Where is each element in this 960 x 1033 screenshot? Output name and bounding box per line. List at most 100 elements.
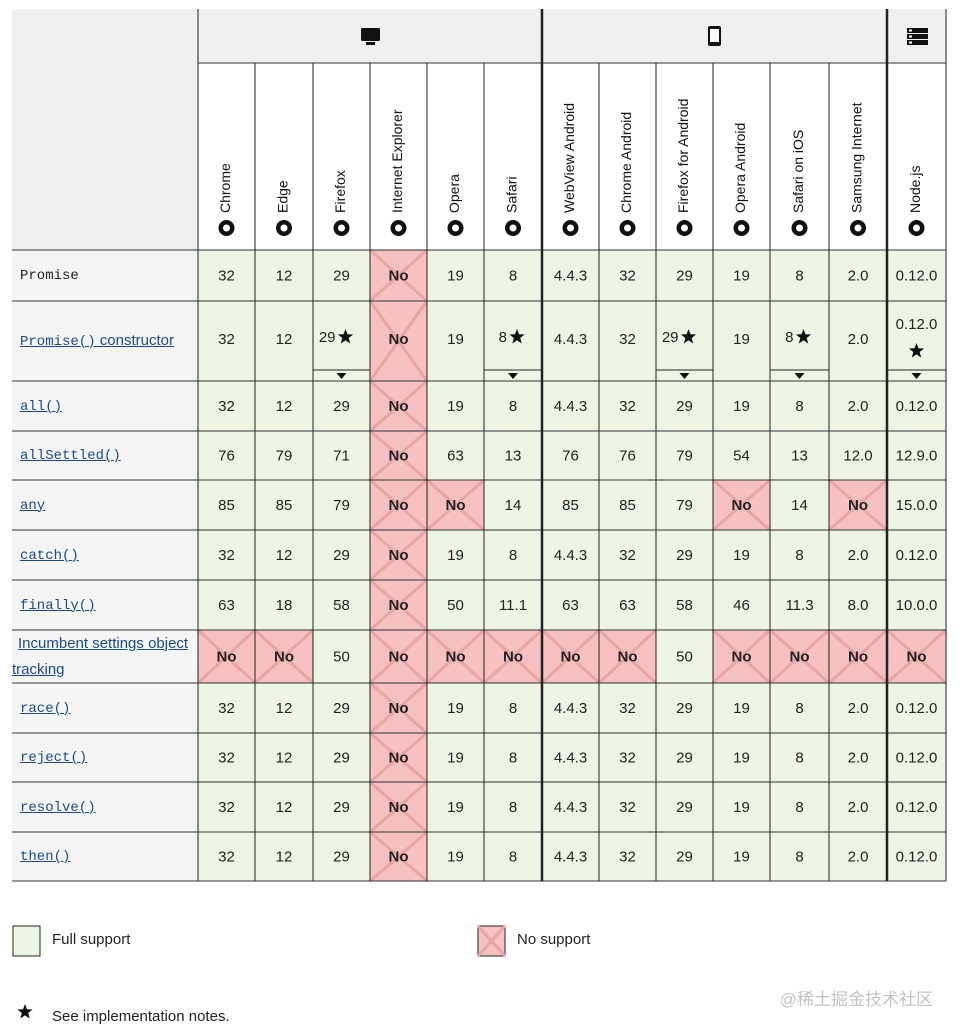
cell-value: 29 bbox=[333, 848, 350, 865]
cell bbox=[542, 782, 599, 832]
cell-value: 29 bbox=[333, 267, 350, 284]
cell-value: No bbox=[389, 597, 409, 614]
legend-full: Full support bbox=[52, 931, 131, 948]
cell bbox=[829, 530, 887, 580]
browser-icon-inner bbox=[395, 224, 402, 232]
cell-value: 58 bbox=[333, 597, 350, 614]
cell bbox=[427, 250, 484, 301]
cell-value: 10.0.0 bbox=[896, 597, 938, 614]
cell bbox=[313, 381, 370, 431]
watermark: @稀土掘金技术社区 bbox=[779, 990, 933, 1009]
browser-icon-inner bbox=[338, 224, 345, 232]
cell-value: No bbox=[848, 497, 868, 514]
cell bbox=[484, 580, 542, 630]
cell-value: 29 bbox=[333, 749, 350, 766]
cell bbox=[599, 381, 656, 431]
cell-value: 76 bbox=[619, 447, 636, 464]
feature-bg bbox=[12, 733, 198, 782]
feature-name-text: finally() bbox=[20, 592, 96, 619]
note-star bbox=[908, 343, 925, 358]
cell bbox=[713, 782, 770, 832]
column-name: Node.js bbox=[907, 166, 923, 213]
cell bbox=[599, 431, 656, 480]
feature-name: reject() bbox=[12, 733, 200, 782]
cell-value: 8 bbox=[795, 749, 803, 766]
feature-name: race() bbox=[12, 683, 200, 733]
cell-value: 32 bbox=[218, 547, 235, 564]
cell-value: 85 bbox=[562, 497, 579, 514]
cell-value: 19 bbox=[733, 749, 750, 766]
icon-part bbox=[366, 42, 375, 45]
cell bbox=[829, 782, 887, 832]
cell-value: 4.4.3 bbox=[554, 267, 587, 284]
cell bbox=[484, 832, 542, 881]
cell-value: 58 bbox=[676, 597, 693, 614]
cell bbox=[427, 301, 484, 381]
cell-value: 4.4.3 bbox=[554, 799, 587, 816]
cell bbox=[198, 381, 255, 431]
cell-value: 8 bbox=[795, 267, 803, 284]
feature-name-part: any bbox=[20, 497, 46, 514]
cell bbox=[255, 580, 313, 630]
cell bbox=[542, 250, 599, 301]
cell bbox=[656, 480, 713, 530]
note-star bbox=[337, 329, 354, 344]
legend-swatch-full bbox=[12, 925, 41, 957]
cell bbox=[313, 250, 370, 301]
cell-value: 32 bbox=[619, 331, 636, 348]
cell bbox=[770, 683, 829, 733]
cell bbox=[255, 733, 313, 782]
feature-name: resolve() bbox=[12, 782, 200, 832]
cell-value: No bbox=[389, 497, 409, 514]
cell bbox=[542, 683, 599, 733]
feature-bg bbox=[12, 630, 198, 683]
cell bbox=[313, 782, 370, 832]
cell-value: 50 bbox=[333, 648, 350, 665]
cell-value: 32 bbox=[619, 547, 636, 564]
cell-value: 29 bbox=[676, 848, 693, 865]
cell bbox=[198, 782, 255, 832]
cell-value: 19 bbox=[447, 799, 464, 816]
cell-cross bbox=[369, 780, 428, 834]
cell-value: 12.9.0 bbox=[896, 447, 938, 464]
cell bbox=[656, 832, 713, 881]
cell-value: No bbox=[389, 331, 409, 348]
cell-value: 8 bbox=[785, 329, 793, 346]
cell-value: 32 bbox=[619, 749, 636, 766]
cell-value: 19 bbox=[447, 547, 464, 564]
cell bbox=[542, 431, 599, 480]
cell-value: 8 bbox=[509, 700, 517, 717]
cell-value: 0.12.0 bbox=[896, 749, 938, 766]
cell bbox=[713, 683, 770, 733]
cell bbox=[542, 832, 599, 881]
cell-value: 19 bbox=[447, 331, 464, 348]
feature-name: Incumbent settings object tracking bbox=[12, 630, 192, 683]
cell bbox=[313, 530, 370, 580]
cell-value: 12 bbox=[276, 398, 293, 415]
cell-value: 32 bbox=[619, 398, 636, 415]
cell bbox=[198, 733, 255, 782]
cell bbox=[255, 480, 313, 530]
cell bbox=[542, 580, 599, 630]
cell bbox=[198, 480, 255, 530]
cell-value: 50 bbox=[447, 597, 464, 614]
icon-part bbox=[907, 34, 928, 39]
cell-value: 32 bbox=[218, 398, 235, 415]
cell bbox=[713, 381, 770, 431]
cell bbox=[829, 832, 887, 881]
browser-icon-inner bbox=[223, 224, 230, 232]
cell-value: 4.4.3 bbox=[554, 398, 587, 415]
cell-value: 29 bbox=[333, 398, 350, 415]
cell bbox=[656, 630, 713, 683]
cell bbox=[713, 250, 770, 301]
cell-value: 29 bbox=[676, 749, 693, 766]
cell bbox=[542, 480, 599, 530]
cell bbox=[484, 431, 542, 480]
cell-value: 2.0 bbox=[848, 848, 869, 865]
cell bbox=[713, 431, 770, 480]
cell-value: No bbox=[848, 648, 868, 665]
cell-cross bbox=[369, 731, 428, 784]
cell-value: 8 bbox=[509, 547, 517, 564]
cell-cross bbox=[768, 628, 831, 685]
